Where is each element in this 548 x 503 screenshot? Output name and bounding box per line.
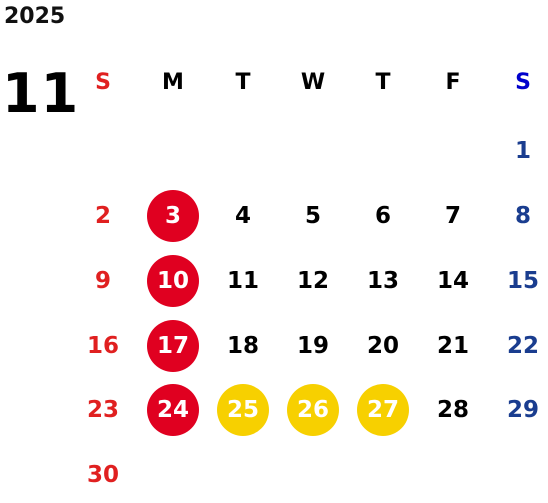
weekday-header-sat: S (515, 69, 531, 95)
day-cell[interactable]: 10 (143, 253, 203, 309)
day-number: 21 (436, 333, 469, 359)
day-cell[interactable]: 14 (423, 253, 483, 309)
day-cell[interactable]: 24 (143, 382, 203, 438)
year-label: 2025 (4, 4, 66, 29)
day-number: 14 (436, 268, 469, 294)
day-number: 18 (226, 333, 259, 359)
day-cell[interactable]: 18 (213, 318, 273, 374)
day-number: 23 (86, 397, 119, 423)
day-cell[interactable]: 9 (73, 253, 133, 309)
day-number-event-highlight: 26 (287, 384, 339, 436)
day-cell[interactable]: 19 (283, 318, 343, 374)
weekday-header-tue: T (235, 69, 251, 95)
day-cell[interactable]: 6 (353, 188, 413, 244)
day-number: 19 (296, 333, 329, 359)
day-number: 6 (374, 203, 391, 229)
day-cell[interactable]: 25 (213, 382, 273, 438)
day-number-event-highlight: 25 (217, 384, 269, 436)
day-cell[interactable]: 5 (283, 188, 343, 244)
day-number: 5 (304, 203, 321, 229)
weekday-header-thu: T (375, 69, 391, 95)
weekday-header-sun: S (95, 69, 111, 95)
weekday-header-fri: F (445, 69, 461, 95)
day-number: 28 (436, 397, 469, 423)
day-cell[interactable]: 3 (143, 188, 203, 244)
day-number: 29 (506, 397, 539, 423)
day-number-holiday-highlight: 24 (147, 384, 199, 436)
day-number: 7 (444, 203, 461, 229)
day-number: 15 (506, 268, 539, 294)
day-number: 12 (296, 268, 329, 294)
weekday-header-mon: M (162, 69, 184, 95)
day-number: 1 (514, 138, 531, 164)
month-label: 11 (2, 62, 80, 125)
day-cell[interactable]: 2 (73, 188, 133, 244)
day-number: 11 (226, 268, 259, 294)
day-cell[interactable]: 7 (423, 188, 483, 244)
day-cell[interactable]: 27 (353, 382, 413, 438)
day-cell[interactable]: 23 (73, 382, 133, 438)
day-cell[interactable]: 13 (353, 253, 413, 309)
day-number: 30 (86, 462, 119, 488)
day-cell[interactable]: 28 (423, 382, 483, 438)
day-cell[interactable]: 26 (283, 382, 343, 438)
day-number: 8 (514, 203, 531, 229)
day-cell[interactable]: 8 (493, 188, 548, 244)
day-cell[interactable]: 15 (493, 253, 548, 309)
day-number: 9 (94, 268, 111, 294)
day-number: 13 (366, 268, 399, 294)
day-cell[interactable]: 11 (213, 253, 273, 309)
day-cell[interactable]: 16 (73, 318, 133, 374)
day-number: 4 (234, 203, 251, 229)
day-number-event-highlight: 27 (357, 384, 409, 436)
day-number: 20 (366, 333, 399, 359)
day-number-holiday-highlight: 10 (147, 255, 199, 307)
day-cell[interactable]: 4 (213, 188, 273, 244)
day-cell[interactable]: 21 (423, 318, 483, 374)
day-number-holiday-highlight: 17 (147, 320, 199, 372)
weekday-header-wed: W (300, 69, 326, 95)
day-cell[interactable]: 1 (493, 123, 548, 179)
day-cell[interactable]: 20 (353, 318, 413, 374)
day-number: 16 (86, 333, 119, 359)
day-number: 2 (94, 203, 111, 229)
day-cell[interactable]: 29 (493, 382, 548, 438)
day-cell[interactable]: 22 (493, 318, 548, 374)
day-cell[interactable]: 17 (143, 318, 203, 374)
day-cell[interactable]: 30 (73, 447, 133, 503)
day-cell[interactable]: 12 (283, 253, 343, 309)
day-number: 22 (506, 333, 539, 359)
day-number-holiday-highlight: 3 (147, 190, 199, 242)
